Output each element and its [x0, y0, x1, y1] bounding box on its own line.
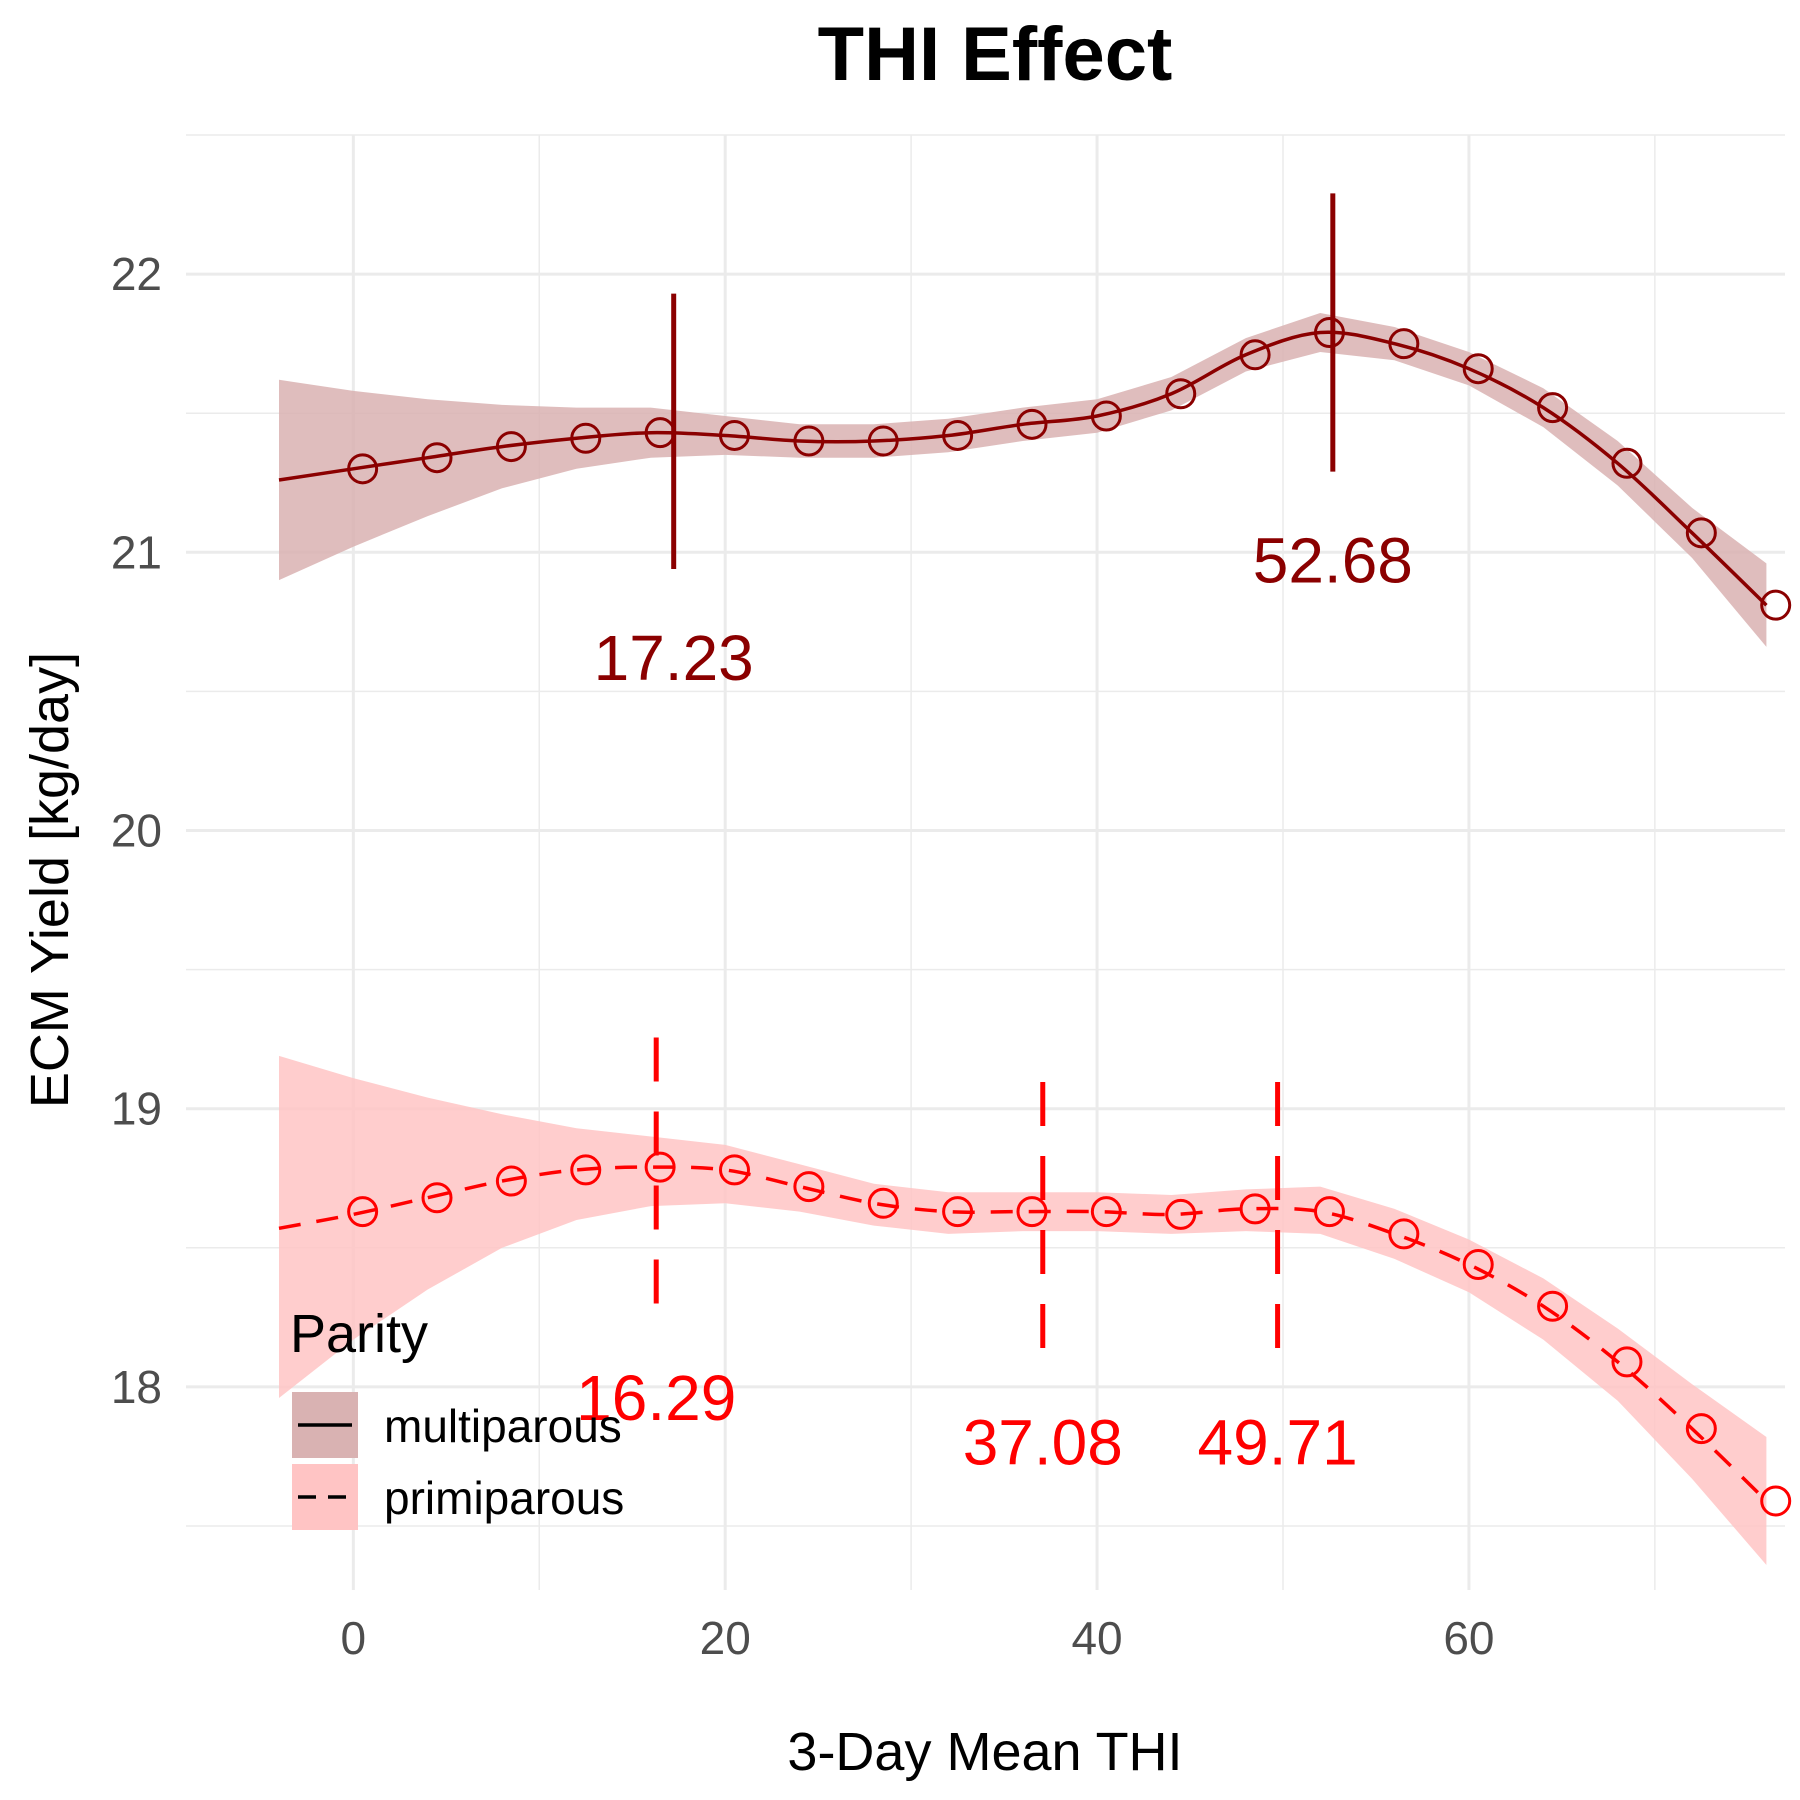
y-tick-label: 18 [111, 1361, 162, 1413]
primiparous-point [867, 1187, 899, 1219]
multiparous-point [793, 425, 825, 457]
primiparous-point [1685, 1413, 1717, 1445]
primiparous-legend-label: primiparous [384, 1472, 624, 1524]
chart-title: THI Effect [818, 12, 1173, 97]
primiparous-point [1760, 1485, 1792, 1517]
primiparous-line [278, 1165, 1768, 1503]
primiparous-point [942, 1196, 974, 1228]
primiparous-point [1090, 1196, 1122, 1228]
x-tick-label: 20 [700, 1612, 751, 1664]
tick-labels: 0 20 40 60 18 19 20 21 22 [111, 248, 1495, 1664]
legend: Parity multiparous primiparous [290, 1304, 624, 1530]
x-tick-label: 60 [1443, 1612, 1494, 1664]
multiparous-legend-label: multiparous [384, 1400, 622, 1452]
primiparous-point [570, 1154, 602, 1186]
multiparous-point [1239, 339, 1271, 371]
confidence-bands [279, 313, 1767, 1565]
legend-title: Parity [290, 1304, 428, 1364]
y-tick-label: 22 [111, 248, 162, 300]
multiparous-line [278, 330, 1768, 607]
primiparous-point [1239, 1193, 1271, 1225]
series-lines [278, 330, 1768, 1503]
series-points [347, 317, 1792, 1517]
primiparous-marker-label: 37.08 [963, 1407, 1123, 1479]
primiparous-point [421, 1182, 453, 1214]
primiparous-point [1165, 1198, 1197, 1230]
primiparous-point [1611, 1346, 1643, 1378]
multiparous-point [867, 425, 899, 457]
multiparous-confidence-band [279, 313, 1767, 647]
x-tick-label: 0 [341, 1612, 367, 1664]
multiparous-point [718, 419, 750, 451]
multiparous-point [421, 442, 453, 474]
primiparous-point [644, 1151, 676, 1183]
primiparous-point [718, 1154, 750, 1186]
primiparous-point [1537, 1290, 1569, 1322]
primiparous-point [1313, 1196, 1345, 1228]
primiparous-point [793, 1171, 825, 1203]
primiparous-point [495, 1165, 527, 1197]
multiparous-point [1685, 517, 1717, 549]
multiparous-point [1165, 378, 1197, 410]
multiparous-point [942, 419, 974, 451]
y-tick-label: 21 [111, 526, 162, 578]
primiparous-confidence-band [279, 1055, 1767, 1565]
primiparous-point [1016, 1196, 1048, 1228]
multiparous-point [1090, 400, 1122, 432]
multiparous-point [1462, 353, 1494, 385]
primiparous-marker-label: 16.29 [576, 1362, 736, 1434]
multiparous-point [347, 453, 379, 485]
multiparous-marker-label: 52.68 [1253, 525, 1413, 597]
multiparous-point [1537, 392, 1569, 424]
multiparous-point [1611, 447, 1643, 479]
multiparous-point [1388, 328, 1420, 360]
multiparous-point [1016, 408, 1048, 440]
multiparous-marker-label: 17.23 [594, 622, 754, 694]
primiparous-point [1388, 1218, 1420, 1250]
primiparous-marker-label: 49.71 [1198, 1407, 1358, 1479]
y-tick-label: 19 [111, 1083, 162, 1135]
y-tick-label: 20 [111, 805, 162, 857]
primiparous-point [1462, 1249, 1494, 1281]
y-axis-title: ECM Yield [kg/day] [20, 652, 80, 1108]
marker-labels: 17.23 52.68 16.29 37.08 49.71 [576, 525, 1413, 1479]
multiparous-point [1313, 317, 1345, 349]
legend-entries: multiparous primiparous [292, 1392, 624, 1530]
grid-layer [186, 134, 1785, 1590]
multiparous-point [1760, 589, 1792, 621]
primiparous-point [347, 1196, 379, 1228]
multiparous-point [495, 431, 527, 463]
x-tick-label: 40 [1071, 1612, 1122, 1664]
marker-lines [653, 193, 1336, 1348]
x-axis-title: 3-Day Mean THI [787, 1722, 1182, 1782]
multiparous-point [570, 422, 602, 454]
